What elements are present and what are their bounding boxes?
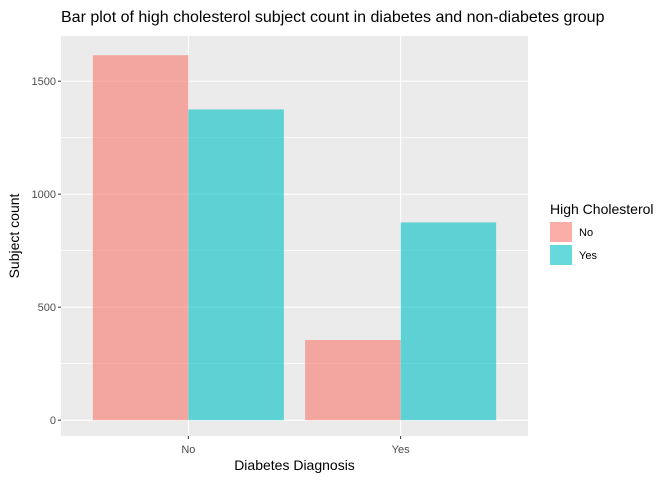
legend-key-no <box>550 222 572 242</box>
y-axis-label: Subject count <box>6 193 22 278</box>
y-axis-ticks: 0 500 1000 1500 <box>32 76 61 427</box>
bars <box>92 55 497 421</box>
legend: High Cholesterol No Yes <box>550 201 654 265</box>
y-tick-label: 500 <box>38 302 56 314</box>
bar-yes-no <box>305 339 401 421</box>
x-tick-label: No <box>181 444 195 456</box>
chart-title: Bar plot of high cholesterol subject cou… <box>61 9 605 26</box>
y-tick-label: 0 <box>50 415 56 427</box>
legend-key-yes <box>550 245 572 265</box>
bar-yes-yes <box>400 222 497 421</box>
legend-label-no: No <box>579 227 593 239</box>
bar-no-yes <box>188 109 284 421</box>
bar-no-no <box>92 55 189 421</box>
x-axis-ticks: No Yes <box>181 436 410 456</box>
x-axis-label: Diabetes Diagnosis <box>234 457 355 473</box>
legend-title: High Cholesterol <box>550 201 654 217</box>
x-tick-label: Yes <box>392 444 410 456</box>
y-tick-label: 1500 <box>32 76 56 88</box>
legend-label-yes: Yes <box>579 250 597 262</box>
y-tick-label: 1000 <box>32 189 56 201</box>
